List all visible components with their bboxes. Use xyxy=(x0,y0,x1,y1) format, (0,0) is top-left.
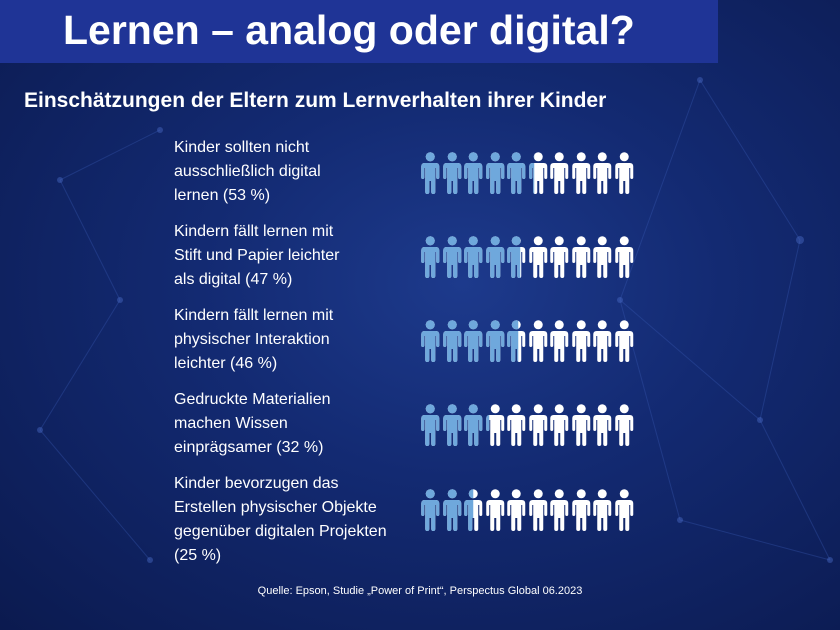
person-icon xyxy=(463,236,484,278)
person-icon xyxy=(592,236,613,278)
person-icon xyxy=(485,152,506,194)
person-icon xyxy=(571,236,592,278)
person-icon xyxy=(549,320,570,362)
person-icon xyxy=(463,489,484,531)
person-icon xyxy=(592,320,613,362)
source-note: Quelle: Epson, Studie „Power of Print“, … xyxy=(257,585,583,597)
icon-row xyxy=(420,236,635,278)
person-icon xyxy=(442,236,463,278)
person-icon xyxy=(571,404,592,446)
page-subtitle: Einschätzungen der Eltern zum Lernverhal… xyxy=(24,89,607,112)
person-icon xyxy=(463,404,484,446)
row-label: Kindern fällt lernen mit physischer Inte… xyxy=(174,307,334,372)
icon-row xyxy=(420,152,635,194)
person-icon xyxy=(442,320,463,362)
person-icon xyxy=(506,489,527,531)
person-icon xyxy=(549,489,570,531)
person-icon xyxy=(571,320,592,362)
person-icon xyxy=(592,404,613,446)
person-icon xyxy=(614,489,635,531)
icon-row xyxy=(420,404,635,446)
person-icon xyxy=(420,152,441,194)
person-icon xyxy=(614,152,635,194)
person-icon xyxy=(549,152,570,194)
person-icon xyxy=(549,404,570,446)
person-icon xyxy=(442,404,463,446)
person-icon xyxy=(442,489,463,531)
person-icon xyxy=(528,404,549,446)
person-icon xyxy=(485,236,506,278)
row-label: Gedruckte Materialien machen Wissen einp… xyxy=(174,391,331,456)
person-icon xyxy=(592,489,613,531)
person-icon xyxy=(420,320,441,362)
person-icon xyxy=(592,152,613,194)
person-icon xyxy=(506,404,527,446)
page-title: Lernen – analog oder digital? xyxy=(63,7,635,53)
person-icon xyxy=(549,236,570,278)
row-label: Kinder sollten nicht ausschließlich digi… xyxy=(174,139,321,204)
icon-row xyxy=(420,320,635,362)
person-icon xyxy=(506,152,527,194)
person-icon xyxy=(463,152,484,194)
person-icon xyxy=(614,320,635,362)
person-icon xyxy=(506,320,527,362)
person-icon xyxy=(528,236,549,278)
person-icon xyxy=(571,489,592,531)
title-bar: Lernen – analog oder digital? xyxy=(0,0,718,63)
person-icon xyxy=(485,489,506,531)
person-icon xyxy=(485,404,506,446)
row-label: Kinder bevorzugen das Erstellen physisch… xyxy=(174,475,387,564)
icon-row xyxy=(420,489,635,531)
person-icon xyxy=(420,489,441,531)
row-label: Kindern fällt lernen mit Stift und Papie… xyxy=(174,223,340,288)
person-icon xyxy=(528,320,549,362)
person-icon xyxy=(571,152,592,194)
person-icon xyxy=(420,404,441,446)
person-icon xyxy=(485,320,506,362)
person-icon xyxy=(528,489,549,531)
person-icon xyxy=(420,236,441,278)
person-icon xyxy=(528,152,549,194)
person-icon xyxy=(506,236,527,278)
person-icon xyxy=(614,404,635,446)
person-icon xyxy=(463,320,484,362)
person-icon xyxy=(442,152,463,194)
person-icon xyxy=(614,236,635,278)
